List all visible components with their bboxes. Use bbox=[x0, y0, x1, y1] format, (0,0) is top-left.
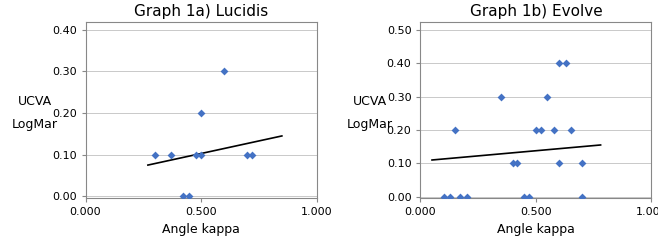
Point bbox=[542, 95, 553, 98]
Title: Graph 1a) Lucidis: Graph 1a) Lucidis bbox=[134, 4, 268, 19]
X-axis label: Angle kappa: Angle kappa bbox=[162, 223, 240, 236]
Point bbox=[242, 153, 253, 157]
X-axis label: Angle kappa: Angle kappa bbox=[497, 223, 575, 236]
Point bbox=[496, 95, 507, 98]
Point bbox=[445, 195, 456, 199]
Point bbox=[512, 161, 522, 165]
Text: UCVA: UCVA bbox=[353, 95, 387, 108]
Point bbox=[177, 194, 188, 198]
Title: Graph 1b) Evolve: Graph 1b) Evolve bbox=[470, 4, 602, 19]
Point bbox=[450, 128, 461, 132]
Point bbox=[536, 128, 546, 132]
Point bbox=[519, 195, 530, 199]
Point bbox=[184, 194, 195, 198]
Point bbox=[247, 153, 257, 157]
Point bbox=[438, 195, 449, 199]
Point bbox=[554, 161, 565, 165]
Text: LogMar: LogMar bbox=[12, 118, 58, 130]
Point bbox=[196, 111, 207, 115]
Point bbox=[524, 195, 534, 199]
Point bbox=[191, 153, 201, 157]
Point bbox=[507, 161, 518, 165]
Point bbox=[549, 128, 560, 132]
Point bbox=[577, 161, 588, 165]
Text: UCVA: UCVA bbox=[18, 95, 52, 108]
Text: LogMar: LogMar bbox=[347, 118, 393, 130]
Point bbox=[577, 195, 588, 199]
Point bbox=[219, 70, 230, 73]
Point bbox=[565, 128, 576, 132]
Point bbox=[530, 128, 541, 132]
Point bbox=[461, 195, 472, 199]
Point bbox=[561, 61, 571, 65]
Point bbox=[166, 153, 176, 157]
Point bbox=[554, 61, 565, 65]
Point bbox=[455, 195, 465, 199]
Point bbox=[196, 153, 207, 157]
Point bbox=[149, 153, 160, 157]
